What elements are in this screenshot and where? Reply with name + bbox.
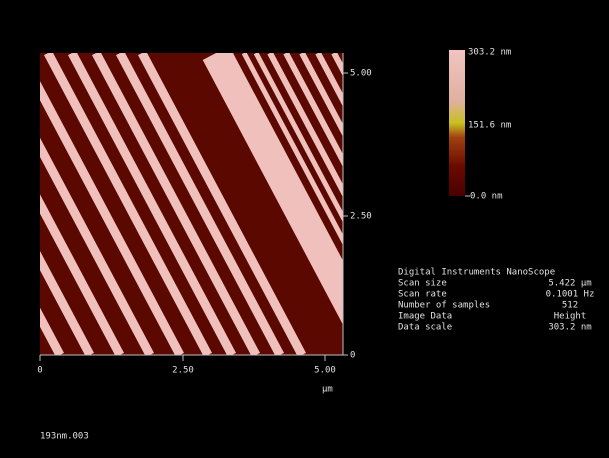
colorbar-label: 0.0 nm: [470, 192, 503, 202]
filename: 193nm.003: [40, 432, 89, 442]
info-label: Scan size: [398, 279, 447, 289]
info-value: 0.1001 Hz: [546, 290, 595, 300]
colorbar-label: 303.2 nm: [468, 48, 511, 58]
x-tick-label: 5.00: [314, 366, 336, 376]
x-tick-label: 0: [37, 366, 42, 376]
y-tick-label: 2.50: [350, 212, 372, 222]
x-tick-label: 2.50: [172, 366, 194, 376]
axis-unit: µm: [322, 385, 333, 395]
info-value: Height: [554, 312, 587, 322]
info-value: 303.2 nm: [548, 323, 591, 333]
colorbar-label: 151.6 nm: [468, 121, 511, 131]
info-value: 512: [562, 301, 578, 311]
info-label: Image Data: [398, 312, 452, 322]
info-label: Data scale: [398, 323, 452, 333]
info-label: Number of samples: [398, 301, 490, 311]
y-tick-label: 0: [350, 351, 355, 361]
info-value: 5.422 µm: [548, 279, 591, 289]
y-tick-label: 5.00: [350, 69, 372, 79]
colorbar: [449, 50, 465, 196]
afm-screen: 5.00 2.50 0 0 2.50 5.00 µm 303.2 nm 151.…: [0, 0, 609, 458]
info-title: Digital Instruments NanoScope: [398, 268, 555, 278]
info-label: Scan rate: [398, 290, 447, 300]
